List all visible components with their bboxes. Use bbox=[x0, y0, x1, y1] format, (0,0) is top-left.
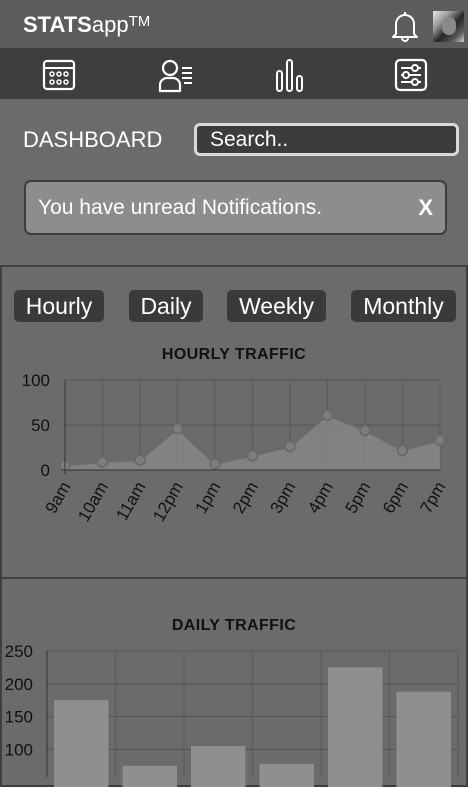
data-point bbox=[321, 409, 334, 421]
x-tick-label: 1pm bbox=[191, 479, 224, 517]
tab-weekly[interactable]: Weekly bbox=[227, 290, 326, 322]
daily-traffic-chart: 100 150 200 250 bbox=[5, 642, 459, 787]
avatar[interactable] bbox=[433, 11, 464, 42]
nav-bar bbox=[0, 48, 468, 99]
x-tick-label: 6pm bbox=[379, 479, 412, 517]
daily-chart-title: DAILY TRAFFIC bbox=[171, 617, 297, 634]
data-point bbox=[396, 444, 409, 456]
y-tick-label: 100 bbox=[5, 740, 33, 759]
close-button[interactable]: X bbox=[418, 195, 433, 220]
data-point bbox=[134, 454, 146, 466]
x-tick-label: 2pm bbox=[229, 479, 262, 517]
user-list-icon[interactable] bbox=[157, 57, 193, 93]
hourly-chart-title: HOURLY TRAFFIC bbox=[161, 346, 307, 363]
hourly-traffic-chart: 0 50 100 9am 10am 11am 12pm 1pm 2pm 3pm 4pm 5pm 6pm 7… bbox=[22, 371, 450, 525]
bar bbox=[122, 765, 177, 787]
sliders-icon[interactable] bbox=[393, 57, 429, 93]
bar bbox=[259, 763, 314, 787]
notification-text: You have unread Notifications. bbox=[38, 196, 323, 219]
data-point bbox=[209, 457, 221, 470]
bar bbox=[191, 746, 246, 787]
data-point bbox=[96, 456, 109, 468]
app-logo: STATSappTM bbox=[23, 12, 151, 37]
bar bbox=[396, 691, 451, 787]
y-tick-label: 150 bbox=[5, 708, 33, 727]
y-tick-label: 100 bbox=[22, 371, 50, 390]
app-header: STATSappTM bbox=[0, 0, 468, 48]
y-tick-label: 50 bbox=[31, 416, 50, 435]
bar bbox=[54, 700, 109, 787]
x-tick-label: 10am bbox=[74, 479, 112, 525]
x-tick-label: 3pm bbox=[266, 479, 299, 517]
x-tick-label: 11am bbox=[112, 479, 149, 524]
x-tick-label: 7pm bbox=[416, 479, 449, 517]
calendar-icon[interactable] bbox=[41, 57, 77, 93]
traffic-area bbox=[65, 415, 440, 470]
y-tick-label: 200 bbox=[5, 675, 33, 694]
data-point bbox=[246, 449, 259, 462]
x-tick-label: 9am bbox=[41, 479, 74, 517]
y-tick-label: 250 bbox=[5, 642, 33, 661]
tab-hourly[interactable]: Hourly bbox=[14, 290, 104, 322]
tab-daily[interactable]: Daily bbox=[129, 290, 203, 322]
bar-chart-icon[interactable] bbox=[272, 57, 308, 93]
bell-icon[interactable] bbox=[390, 10, 420, 42]
x-tick-label: 12pm bbox=[149, 479, 187, 525]
x-tick-label: 5pm bbox=[341, 479, 374, 517]
data-point bbox=[359, 424, 371, 437]
notification-banner: You have unread Notifications. X bbox=[24, 180, 447, 235]
bar bbox=[328, 667, 383, 787]
data-point bbox=[434, 434, 446, 447]
data-point bbox=[171, 422, 184, 435]
tab-monthly[interactable]: Monthly bbox=[351, 290, 456, 322]
data-point bbox=[284, 440, 296, 453]
avatar-face bbox=[442, 17, 456, 35]
page-title: DASHBOARD bbox=[23, 127, 163, 152]
x-tick-label: 4pm bbox=[304, 479, 337, 517]
y-tick-label: 0 bbox=[41, 461, 50, 480]
search-input[interactable] bbox=[194, 123, 459, 156]
